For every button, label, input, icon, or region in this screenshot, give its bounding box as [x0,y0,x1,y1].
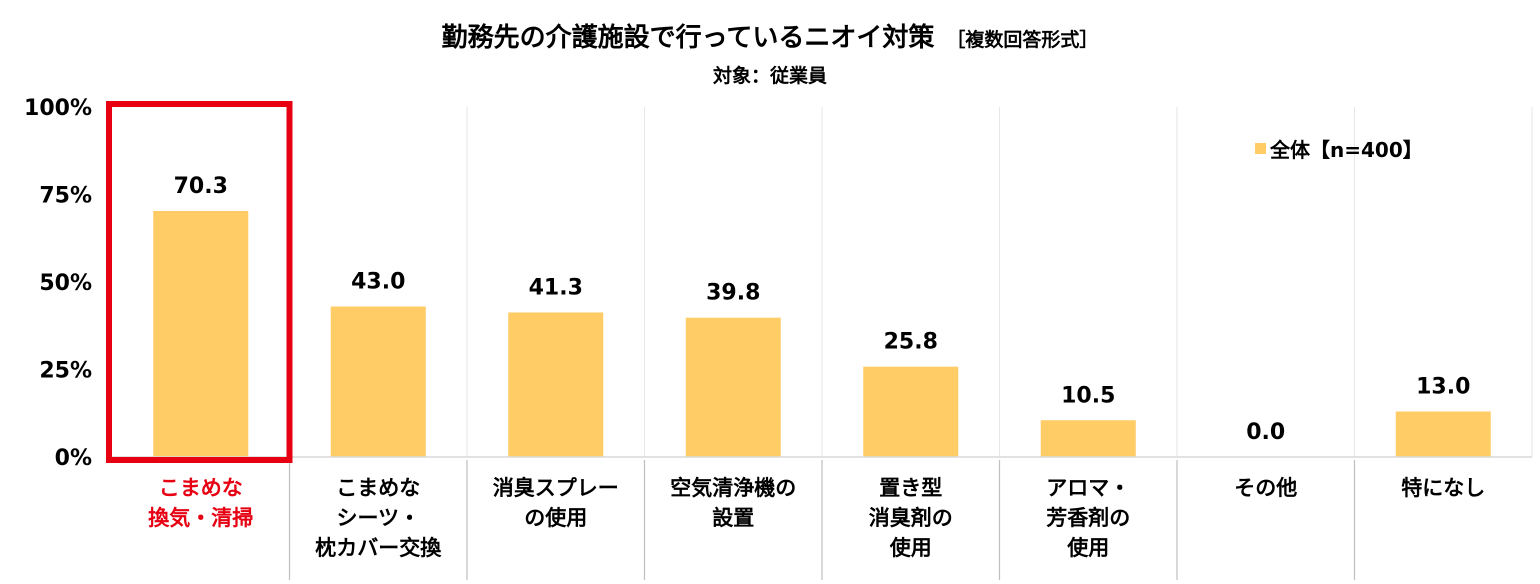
category-label-line: 換気・清掃 [148,506,253,530]
category-label: アロマ・芳香剤の使用 [1046,476,1130,560]
chart-subtitle: 対象：従業員 [712,64,827,87]
bar [508,312,604,457]
category-label-line: 使用 [889,536,932,560]
data-label: 13.0 [1416,375,1470,400]
data-label: 25.8 [884,330,938,355]
category-label-line: こまめな [159,476,243,500]
category-label-line: シーツ・ [336,506,420,530]
y-tick-label: 100% [24,96,92,121]
category-label-line: 芳香剤の [1046,506,1130,530]
bar [863,366,959,457]
y-tick-label: 25% [39,359,92,384]
data-label: 0.0 [1246,420,1285,445]
bar [330,306,426,457]
legend-swatch [1255,143,1266,154]
category-label: その他 [1234,476,1297,500]
data-label: 10.5 [1061,383,1115,408]
data-label: 43.0 [351,270,405,295]
category-label-line: アロマ・ [1046,476,1130,500]
bar [1395,411,1491,457]
chart-title: 勤務先の介護施設で行っているニオイ対策 ［複数回答形式］ [442,22,1099,53]
category-label-line: その他 [1234,476,1297,500]
category-label: 置き型消臭剤の使用 [869,476,953,560]
data-label: 70.3 [174,174,228,199]
category-label-line: 消臭スプレー [493,476,619,500]
bar [685,317,781,457]
bar [1040,420,1136,457]
legend-label: 全体【n=400】 [1269,138,1423,162]
category-label-line: こまめな [336,476,420,500]
category-label: こまめなシーツ・枕カバー交換 [315,476,442,560]
category-label-line: 置き型 [879,476,942,500]
category-label-line: 枕カバー交換 [315,536,442,560]
category-label-line: 設置 [712,506,754,530]
y-tick-label: 50% [39,271,92,296]
category-label-line: の使用 [524,506,587,530]
category-label: 空気清浄機の設置 [670,476,796,530]
category-label: 特になし [1401,476,1485,500]
highlight-box [106,101,293,463]
category-label-line: 使用 [1066,536,1109,560]
data-label: 41.3 [529,275,583,300]
category-label-line: 特になし [1401,476,1485,500]
bar [153,210,249,457]
y-tick-label: 0% [55,446,92,471]
category-label: こまめな換気・清掃 [148,476,253,530]
y-tick-label: 75% [39,184,92,209]
category-label-line: 消臭剤の [869,506,953,530]
legend: 全体【n=400】 [1255,138,1423,162]
category-label-line: 空気清浄機の [670,476,796,500]
data-label: 39.8 [706,281,760,306]
category-label: 消臭スプレーの使用 [493,476,619,530]
